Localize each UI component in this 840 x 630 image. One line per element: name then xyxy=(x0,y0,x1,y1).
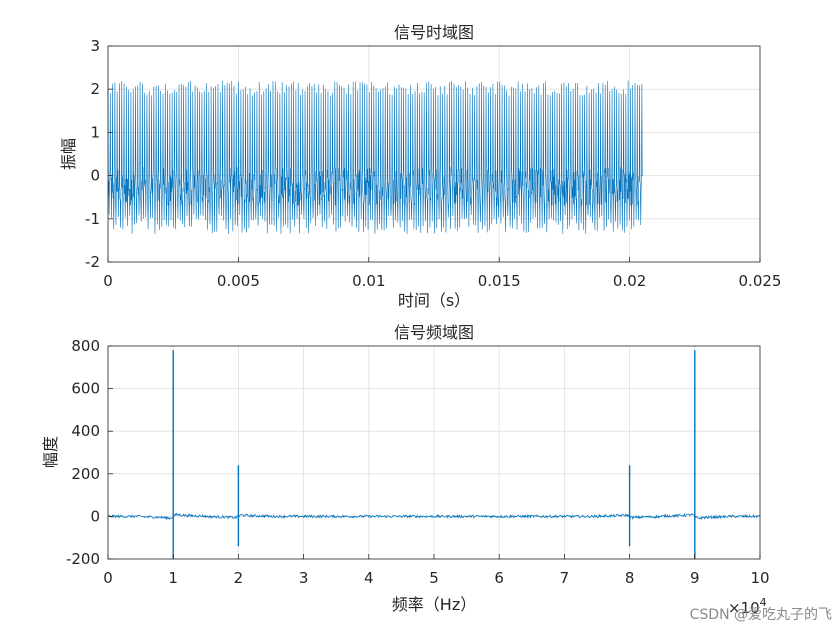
y-tick-label: 0 xyxy=(90,507,100,525)
x-tick-label: 3 xyxy=(299,569,309,587)
time-domain-plot-area xyxy=(108,46,760,262)
frequency-domain-signal xyxy=(107,350,761,559)
x-tick-label: 6 xyxy=(494,569,504,587)
y-tick-label: 400 xyxy=(71,422,100,440)
y-tick-label: 200 xyxy=(71,465,100,483)
frequency-axis-exponent: ×104 xyxy=(728,596,767,617)
time-domain-series-line xyxy=(107,80,643,234)
y-tick-label: 1 xyxy=(90,123,100,141)
x-tick-label: 0 xyxy=(103,569,113,587)
y-tick-label: 0 xyxy=(90,167,100,185)
y-tick-label: -200 xyxy=(66,550,100,568)
time-domain-axes-box xyxy=(107,45,761,263)
x-tick-label: 0.025 xyxy=(739,272,782,290)
y-tick-label: -1 xyxy=(85,210,100,228)
x-tick-label: 5 xyxy=(429,569,439,587)
x-tick-label: 1 xyxy=(168,569,178,587)
frequency-axis-exponent-power: 4 xyxy=(760,596,767,609)
y-tick-label: 3 xyxy=(90,37,100,55)
y-tick-label: -2 xyxy=(85,253,100,271)
time-domain-xlabel: 时间（s） xyxy=(398,291,470,310)
time-domain-ticks: 0 0.005 0.01 0.015 0.02 0.025 -2 -1 0 1 2 3 xyxy=(85,37,781,290)
x-tick-label: 4 xyxy=(364,569,374,587)
y-tick-label: 600 xyxy=(71,380,100,398)
y-tick-label: 800 xyxy=(71,337,100,355)
frequency-domain-ylabel: 幅度 xyxy=(41,436,60,468)
time-domain-plot: 0 0.005 0.01 0.015 0.02 0.025 -2 -1 0 1 2 3 信号时域图 时… xyxy=(59,23,781,310)
time-domain-signal xyxy=(107,80,643,234)
x-tick-label: 0.015 xyxy=(478,272,521,290)
frequency-domain-title: 信号频域图 xyxy=(394,323,474,342)
x-tick-label: 0 xyxy=(103,272,113,290)
frequency-axis-exponent-base: ×10 xyxy=(728,599,760,617)
x-tick-label: 0.005 xyxy=(217,272,260,290)
frequency-domain-xlabel: 频率（Hz） xyxy=(392,595,476,614)
watermark: CSDN @爱吃丸子的飞 xyxy=(689,607,832,623)
x-tick-label: 7 xyxy=(560,569,570,587)
x-tick-label: 0.01 xyxy=(352,272,385,290)
time-domain-title: 信号时域图 xyxy=(394,23,474,42)
x-tick-label: 8 xyxy=(625,569,635,587)
y-tick-label: 2 xyxy=(90,80,100,98)
x-tick-label: 2 xyxy=(234,569,244,587)
x-tick-label: 0.02 xyxy=(613,272,646,290)
time-domain-ylabel: 振幅 xyxy=(59,138,78,170)
frequency-domain-series-line xyxy=(107,512,761,521)
x-tick-label: 9 xyxy=(690,569,700,587)
x-tick-label: 10 xyxy=(750,569,769,587)
